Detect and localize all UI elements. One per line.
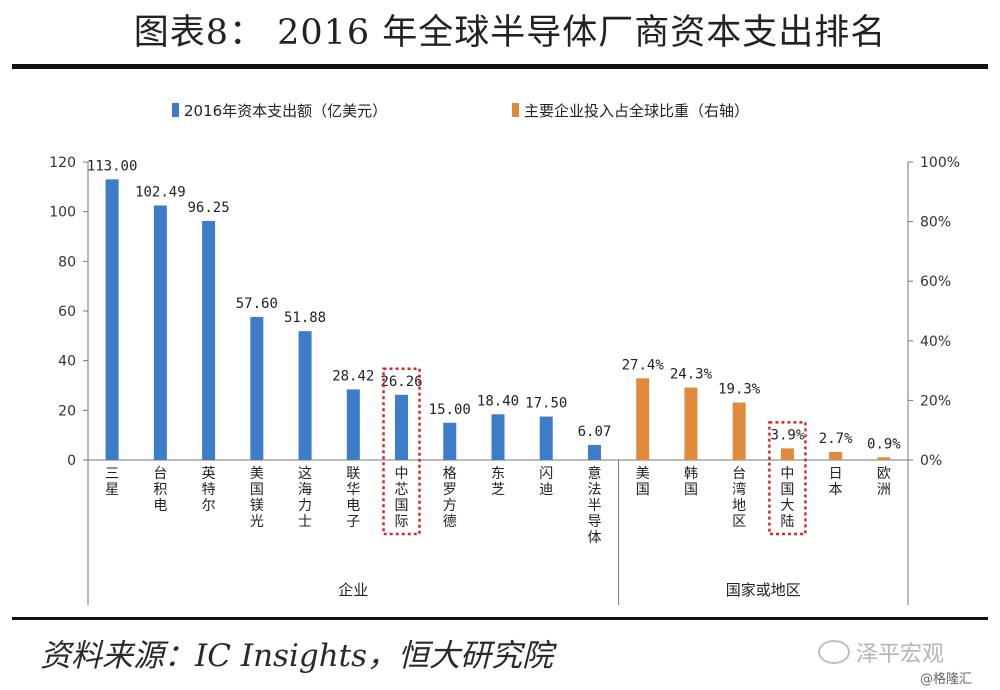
bar — [346, 389, 360, 460]
data-label: 96.25 — [188, 200, 230, 216]
watermark-text: 泽平宏观 — [856, 642, 945, 667]
category-label: 这海力士 — [298, 465, 312, 530]
data-label: 15.00 — [429, 402, 471, 418]
source-note: 资料来源：IC Insights，恒大研究院 — [40, 638, 554, 674]
bar — [636, 378, 650, 460]
data-label: 18.40 — [477, 393, 519, 409]
group-label: 企业 — [338, 581, 368, 599]
left-tick-label: 60 — [58, 304, 76, 320]
right-tick-label: 80% — [920, 215, 951, 231]
category-label: 意法半导体 — [587, 465, 601, 546]
bar — [780, 448, 794, 460]
data-label: 17.50 — [525, 396, 567, 412]
left-tick-label: 20 — [58, 403, 76, 419]
left-tick-label: 40 — [58, 354, 76, 370]
category-label: 英特尔 — [202, 465, 216, 514]
data-label: 0.9% — [867, 436, 901, 452]
right-tick-label: 100% — [920, 155, 960, 171]
right-tick-label: 40% — [920, 334, 951, 350]
legend-swatch — [512, 103, 519, 117]
data-label: 102.49 — [135, 184, 186, 200]
category-label: 格罗方德 — [443, 466, 457, 530]
left-tick-label: 80 — [58, 254, 76, 270]
bar — [539, 416, 553, 460]
category-label: 欧洲 — [877, 466, 891, 498]
category-label: 美国镁光 — [250, 466, 264, 530]
data-label: 6.07 — [578, 424, 612, 440]
data-label: 113.00 — [87, 158, 138, 174]
bar — [877, 457, 891, 460]
category-label: 中芯国际 — [395, 466, 409, 530]
right-tick-label: 0% — [920, 453, 942, 469]
category-label: 韩国 — [684, 466, 698, 498]
chart-title: 图表8： 2016 年全球半导体厂商资本支出排名 — [133, 13, 887, 53]
data-label: 24.3% — [670, 367, 713, 383]
chart-area: 2016年资本支出额（亿美元） 主要企业投入占全球比重（右轴） 0 20 40 60 80 1… — [49, 102, 960, 605]
bar — [684, 387, 698, 460]
category-label: 台积电 — [153, 466, 167, 514]
left-tick-label: 120 — [49, 155, 76, 171]
bar — [443, 422, 457, 460]
bar — [202, 220, 216, 460]
left-tick-label: 100 — [49, 205, 76, 221]
data-label: 3.9% — [771, 427, 805, 443]
category-label: 中国大陆 — [780, 466, 794, 530]
left-tick-label: 0 — [67, 453, 76, 469]
category-label: 东芝 — [491, 466, 505, 498]
top-rule — [12, 64, 988, 69]
watermark-secondary: @格隆汇 — [920, 672, 973, 687]
data-label: 57.60 — [236, 296, 278, 312]
category-label: 联华电子 — [346, 466, 360, 530]
data-label: 26.26 — [380, 374, 422, 390]
bar — [491, 414, 505, 460]
wechat-icon — [818, 640, 850, 664]
right-tick-label: 60% — [920, 274, 951, 290]
legend-label: 主要企业投入占全球比重（右轴） — [524, 102, 749, 120]
group-label: 国家或地区 — [726, 581, 801, 599]
bottom-rule — [12, 617, 988, 620]
bar — [732, 402, 746, 460]
bar — [829, 451, 843, 460]
category-label: 闪迪 — [539, 466, 553, 498]
data-label: 2.7% — [819, 431, 853, 447]
bar — [395, 394, 409, 460]
legend-swatch — [172, 103, 179, 117]
legend-label: 2016年资本支出额（亿美元） — [184, 102, 387, 120]
watermark: 泽平宏观 — [818, 636, 944, 668]
right-tick-label: 20% — [920, 393, 951, 409]
bar — [153, 205, 167, 460]
bar — [298, 331, 312, 460]
bar — [105, 179, 119, 460]
bar — [587, 444, 601, 460]
data-label: 27.4% — [622, 357, 665, 373]
data-label: 19.3% — [718, 381, 761, 397]
highlight-box — [382, 367, 421, 536]
data-label: 28.42 — [332, 368, 374, 384]
data-label: 51.88 — [284, 310, 326, 326]
highlight-box — [768, 421, 807, 536]
category-label: 三星 — [105, 466, 119, 498]
category-label: 日本 — [829, 466, 843, 498]
category-label: 台湾地区 — [732, 466, 746, 530]
category-label: 美国 — [636, 466, 650, 498]
bar — [250, 316, 264, 460]
